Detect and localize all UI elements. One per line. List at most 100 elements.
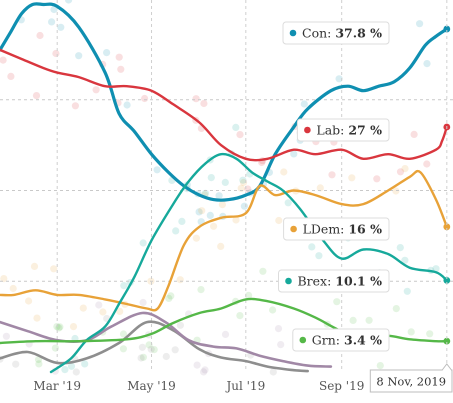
poll-dot xyxy=(137,354,145,362)
poll-dot xyxy=(56,323,64,331)
series-name: LDem: xyxy=(303,222,349,237)
poll-dot xyxy=(99,308,107,316)
poll-dot xyxy=(50,5,58,14)
poll-dot xyxy=(79,304,87,312)
poll-dot xyxy=(236,312,244,320)
poll-dot xyxy=(75,52,83,60)
label-swatch xyxy=(289,29,297,37)
poll-dot xyxy=(193,361,201,369)
series-label-ldem: LDem: 16 % xyxy=(283,217,390,241)
x-tick-label: May '19 xyxy=(127,379,176,393)
series-line-brex xyxy=(49,152,448,374)
series-line-grn xyxy=(0,297,448,345)
poll-dot xyxy=(35,360,43,368)
poll-dot xyxy=(215,192,223,200)
poll-dot xyxy=(50,265,58,273)
poll-dot xyxy=(221,330,230,338)
poll-dot xyxy=(284,199,292,207)
poll-dot xyxy=(36,31,44,40)
series-line-ldem xyxy=(0,169,448,312)
series-label-brex: Brex: 10.1 % xyxy=(278,269,390,293)
poll-dot xyxy=(308,243,316,251)
series-value: 3.4 % xyxy=(344,333,382,348)
poll-dot xyxy=(25,297,33,305)
series-value: 10.1 % xyxy=(335,274,382,289)
series-name: Brex: xyxy=(298,274,336,289)
poll-dot xyxy=(423,60,431,68)
series-value: 37.8 % xyxy=(335,26,382,41)
label-swatch xyxy=(290,225,297,233)
poll-dot xyxy=(195,208,203,216)
poll-dot xyxy=(218,201,226,209)
poll-dot xyxy=(55,324,63,332)
poll-dot xyxy=(201,366,209,374)
poll-dot xyxy=(365,316,373,324)
x-tick-label: Mar '19 xyxy=(33,379,81,393)
poll-dot xyxy=(200,368,208,376)
poll-dot xyxy=(407,328,415,336)
label-box xyxy=(296,118,390,142)
poll-dot xyxy=(315,252,323,260)
poll-dot xyxy=(115,53,123,61)
poll-dot xyxy=(65,0,73,4)
poll-dot xyxy=(150,346,158,354)
poll-dot xyxy=(9,284,17,293)
series-value: 16 % xyxy=(348,222,382,237)
poll-dot xyxy=(210,222,218,230)
poll-dot xyxy=(335,75,343,83)
poll-dot xyxy=(277,341,285,349)
poll-dot xyxy=(245,291,253,299)
poll-dot xyxy=(139,239,147,247)
poll-dot xyxy=(153,166,161,174)
series-end-point-grn xyxy=(443,337,451,345)
series-line-lab xyxy=(0,48,448,162)
poll-dot xyxy=(392,187,400,195)
poll-dot xyxy=(176,276,184,284)
poll-dot xyxy=(176,321,184,329)
poll-dot xyxy=(139,298,147,307)
label-swatch xyxy=(285,277,292,285)
poll-dot xyxy=(51,344,60,352)
label-text: LDem: 16 % xyxy=(303,222,383,237)
poll-dot xyxy=(200,99,208,108)
poll-dot xyxy=(392,305,400,313)
poll-dot xyxy=(206,211,214,219)
label-box xyxy=(283,217,390,241)
poll-dot xyxy=(48,18,56,26)
poll-dot xyxy=(396,244,404,252)
poll-dot xyxy=(117,65,125,73)
poll-dot xyxy=(120,282,128,290)
poll-dot xyxy=(72,368,80,376)
poll-dot xyxy=(207,174,215,182)
marker-arrow xyxy=(441,363,453,371)
poll-dot xyxy=(239,178,248,187)
poll-dot xyxy=(30,262,39,270)
label-text: Lab: 27 % xyxy=(316,123,382,138)
poll-dot xyxy=(61,366,69,374)
poll-dot xyxy=(376,362,384,370)
poll-dot xyxy=(197,286,205,294)
poll-dot xyxy=(95,301,103,309)
label-box xyxy=(282,21,390,45)
poll-dot xyxy=(274,325,283,333)
poll-dot xyxy=(71,102,79,110)
poll-dot xyxy=(280,168,288,176)
poll-dot xyxy=(119,345,127,353)
poll-dot xyxy=(139,353,147,361)
poll-dot xyxy=(145,341,153,349)
poll-dot xyxy=(178,217,186,225)
series-lines xyxy=(0,2,451,374)
series-value: 27 % xyxy=(348,123,382,138)
marker-label: 8 Nov, 2019 xyxy=(369,363,453,393)
poll-dot xyxy=(423,160,431,168)
poll-dot xyxy=(116,307,124,315)
poll-dot xyxy=(141,94,149,103)
poll-dot xyxy=(300,100,308,108)
marker-box xyxy=(369,369,453,393)
poll-dot xyxy=(403,287,411,295)
poll-dot xyxy=(410,130,418,138)
poll-dot xyxy=(401,256,409,264)
poll-dot xyxy=(32,92,41,100)
label-text: Brex: 10.1 % xyxy=(298,274,383,289)
